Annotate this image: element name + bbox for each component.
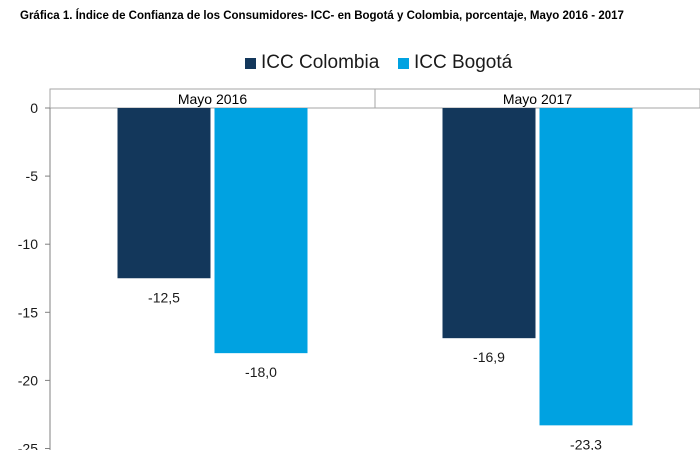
legend-swatch-colombia [245,57,256,69]
legend: ICC Colombia ICC Bogotá [0,52,700,76]
legend-label-bogota: ICC Bogotá [414,52,513,73]
legend-label-colombia: ICC Colombia [261,52,380,73]
category-label: Mayo 2017 [503,91,572,107]
y-tick-label: 0 [30,100,38,116]
data-label: -23,3 [570,436,602,450]
bar-colombia [442,108,536,339]
y-tick-label: -5 [26,168,39,184]
category-label: Mayo 2016 [178,91,247,107]
data-label: -18,0 [245,364,277,380]
data-label: -16,9 [473,349,505,365]
y-tick-label: -25 [18,441,38,450]
legend-item-colombia: ICC Colombia [245,52,379,74]
bar-colombia [117,108,211,279]
chart-title: Gráfica 1. Índice de Confianza de los Co… [20,10,624,22]
legend-swatch-bogota [398,57,409,69]
category-header-box [374,88,700,109]
y-tick-label: -15 [18,304,38,320]
y-tick-label: -20 [18,372,38,388]
bar-bogota [539,108,633,426]
legend-item-bogota: ICC Bogotá [398,52,512,74]
bar-bogota [214,108,308,354]
data-label: -12,5 [148,289,180,305]
y-tick-label: -10 [18,236,38,252]
